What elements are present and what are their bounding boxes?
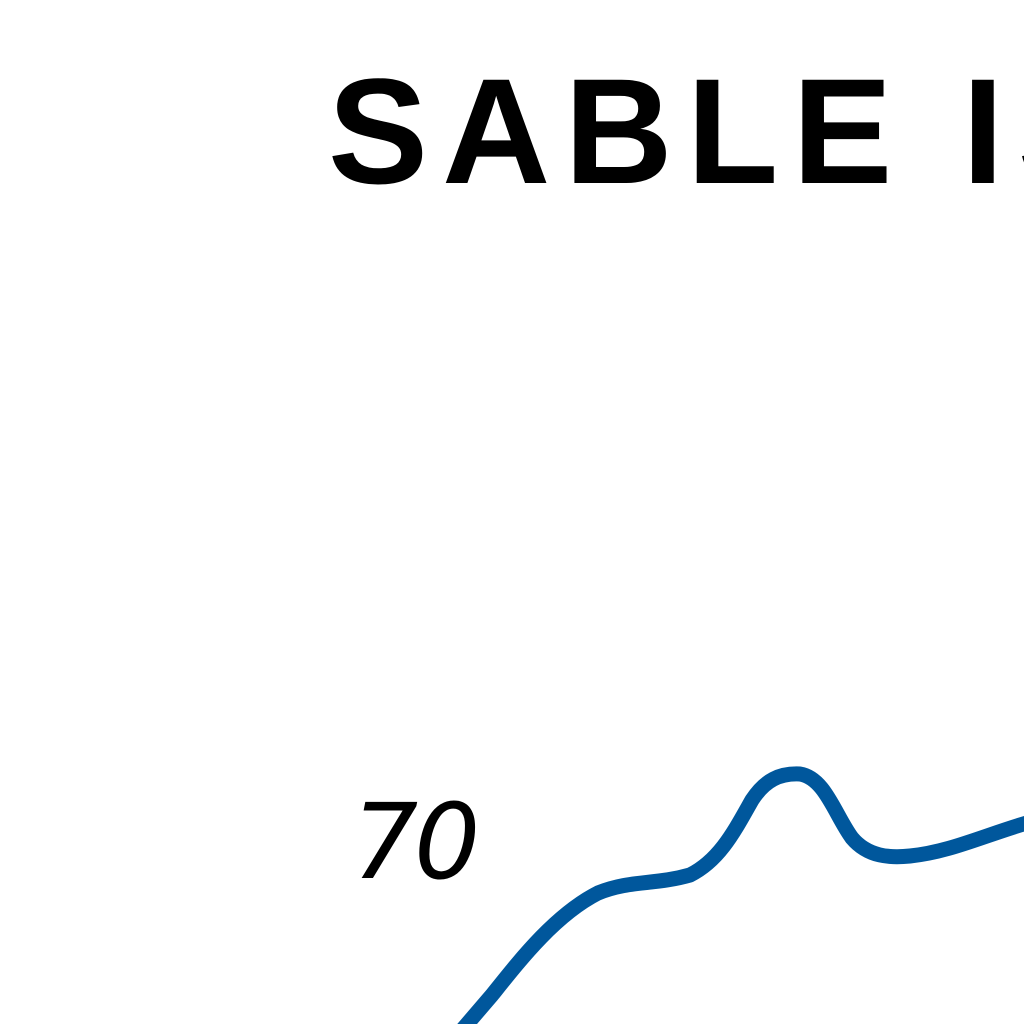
contour-label: 70	[352, 781, 480, 903]
map-title: SABLE IS	[328, 47, 1024, 215]
contour-line	[457, 766, 1024, 1024]
